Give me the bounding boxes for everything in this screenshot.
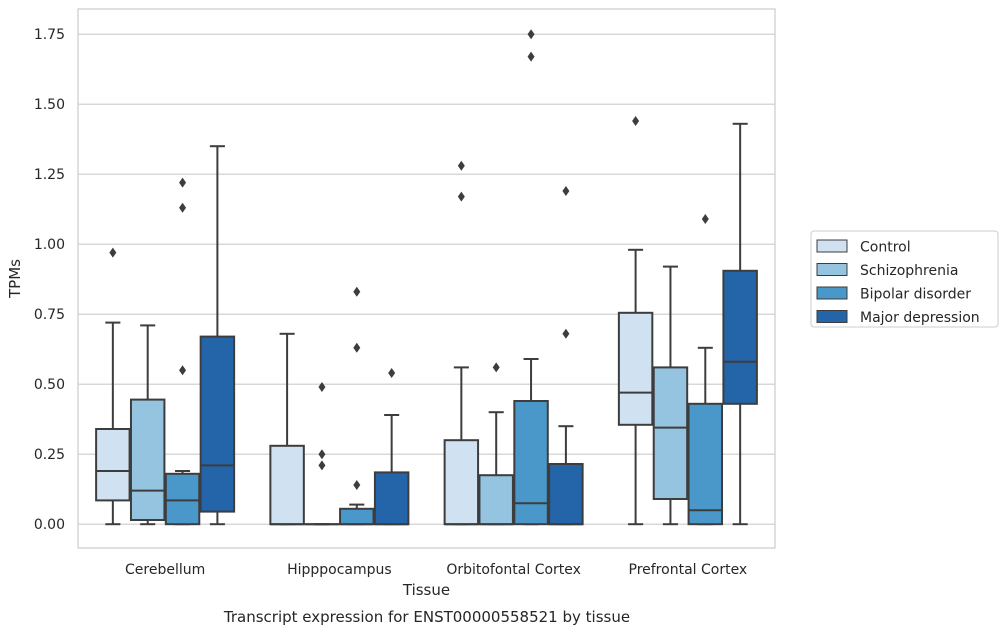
x-tick-labels: Cerebellum Hipppocampus Orbitofontal Corte… xyxy=(125,562,747,578)
outlier-point xyxy=(701,214,709,224)
legend: Control Schizophrenia Bipolar disorder Majo… xyxy=(810,230,999,328)
x-tick-label: Prefrontal Cortex xyxy=(629,562,748,578)
box-3-2 xyxy=(687,214,724,526)
y-tick-label: 1.50 xyxy=(34,97,65,113)
outlier-point xyxy=(179,365,187,376)
box-plot-series xyxy=(95,29,758,526)
legend-label: Control xyxy=(860,240,911,256)
outlier-point xyxy=(527,29,535,40)
y-tick-label: 0.25 xyxy=(34,447,65,463)
outlier-point xyxy=(562,328,570,339)
outlier-point xyxy=(353,342,361,353)
y-tick-labels: 0.00 0.25 0.50 0.75 1.00 1.25 1.50 1.75 xyxy=(34,27,65,533)
box-3-0 xyxy=(617,116,654,526)
legend-swatch xyxy=(816,286,848,300)
outlier-point xyxy=(179,177,187,188)
box-3-3 xyxy=(722,122,758,526)
box-body xyxy=(164,472,201,526)
y-tick-label: 0.50 xyxy=(34,377,65,393)
outlier-point xyxy=(527,51,535,62)
box-body xyxy=(617,311,654,426)
x-tick-label: Cerebellum xyxy=(125,562,205,578)
box-body xyxy=(95,428,131,502)
box-body xyxy=(652,366,689,500)
box-body xyxy=(199,335,236,513)
legend-label: Schizophrenia xyxy=(860,263,958,279)
box-0-2 xyxy=(164,177,201,526)
box-1-2 xyxy=(339,286,375,526)
box-3-1 xyxy=(652,265,689,526)
box-2-0 xyxy=(443,160,480,526)
outlier-point xyxy=(179,202,187,213)
box-body xyxy=(129,398,166,522)
outlier-point xyxy=(353,480,361,490)
box-body xyxy=(269,444,305,526)
legend-swatch xyxy=(816,239,848,253)
x-tick-label: Hipppocampus xyxy=(287,562,392,578)
outlier-point xyxy=(318,449,326,460)
outlier-point xyxy=(562,186,570,196)
outlier-point xyxy=(457,191,465,202)
legend-frame xyxy=(810,230,999,328)
box-body xyxy=(339,507,375,526)
box-1-3 xyxy=(373,368,410,526)
legend-swatch xyxy=(816,310,848,323)
box-0-3 xyxy=(199,145,236,526)
x-axis-label: Tissue xyxy=(402,581,450,599)
legend-label: Bipolar disorder xyxy=(860,287,971,303)
box-0-1 xyxy=(129,324,166,526)
box-0-0 xyxy=(95,247,131,526)
outlier-point xyxy=(318,382,326,392)
x-tick-label: Orbitofontal Cortex xyxy=(446,562,581,578)
box-2-1 xyxy=(478,362,514,526)
box-body xyxy=(548,463,584,526)
y-tick-label: 0.75 xyxy=(34,307,65,323)
outlier-point xyxy=(353,286,361,297)
y-axis-label: TPMs xyxy=(6,259,24,299)
box-body xyxy=(687,402,724,526)
outlier-point xyxy=(457,160,465,171)
outlier-point xyxy=(632,116,640,126)
y-grid-lines xyxy=(78,33,775,525)
box-body xyxy=(478,474,514,526)
box-body xyxy=(513,400,549,526)
box-2-3 xyxy=(548,186,584,526)
legend-swatch xyxy=(816,263,848,276)
y-tick-label: 1.25 xyxy=(34,167,65,183)
box-2-2 xyxy=(513,29,549,526)
box-body xyxy=(373,471,410,526)
plot-area-frame xyxy=(77,8,776,549)
outlier-point xyxy=(109,247,117,258)
y-tick-label: 1.75 xyxy=(34,27,65,43)
y-tick-label: 0.00 xyxy=(34,517,65,533)
outlier-point xyxy=(492,362,500,373)
box-1-1 xyxy=(304,382,340,526)
y-tick-label: 1.00 xyxy=(34,237,65,253)
legend-label: Major depression xyxy=(860,310,980,326)
box-body xyxy=(722,269,758,405)
chart-caption: Transcript expression for ENST0000055852… xyxy=(223,608,630,626)
box-body xyxy=(443,439,480,526)
outlier-point xyxy=(388,368,396,378)
box-1-0 xyxy=(269,332,305,526)
outlier-point xyxy=(318,460,326,471)
